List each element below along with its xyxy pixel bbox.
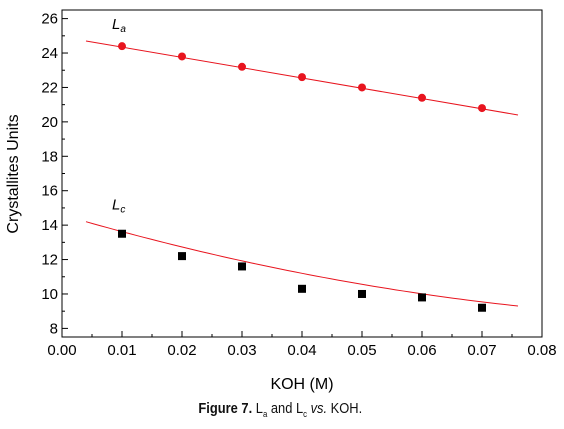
- caption-sub2: c: [303, 409, 308, 419]
- point-Lc: [298, 284, 306, 293]
- y-tick-label: 18: [41, 148, 58, 165]
- point-Lc: [358, 289, 366, 298]
- x-tick-label: 0.03: [227, 342, 256, 359]
- point-La: [238, 62, 246, 71]
- y-tick-label: 8: [50, 320, 58, 337]
- y-tick-label: 26: [41, 11, 58, 28]
- fit-line-Lc: [85, 221, 519, 307]
- x-tick-label: 0.01: [107, 342, 136, 359]
- x-tick-label: 0.07: [467, 342, 496, 359]
- point-La: [478, 104, 486, 113]
- y-tick-label: 20: [41, 114, 58, 131]
- x-tick-label: 0.05: [347, 342, 376, 359]
- data-points: [118, 42, 486, 312]
- x-tick-label: 0.06: [407, 342, 436, 359]
- caption-suffix: KOH.: [330, 400, 363, 417]
- axis-ticks: 0.00 0.01 0.02 0.03 0.04 0.05 0.06 0.07 0.08 8 10 1…: [41, 11, 556, 359]
- x-tick-label: 0.00: [47, 342, 76, 359]
- y-tick-label: 10: [41, 286, 58, 303]
- x-tick-label: 0.02: [167, 342, 196, 359]
- caption-and: and: [270, 400, 293, 417]
- series-label-Lc: Lc: [112, 197, 125, 216]
- figure-caption: Figure 7. La and Lc vs. KOH.: [38, 400, 523, 419]
- caption-vs: vs.: [310, 400, 328, 417]
- caption-l2: L: [295, 400, 304, 417]
- x-axis-label: KOH (M): [270, 376, 333, 393]
- point-La: [358, 83, 366, 92]
- point-La: [178, 52, 186, 61]
- y-tick-label: 12: [41, 252, 58, 269]
- caption-sub1: a: [262, 409, 268, 419]
- point-Lc: [238, 262, 246, 271]
- point-Lc: [178, 252, 186, 261]
- point-La: [298, 73, 306, 82]
- point-Lc: [478, 303, 486, 312]
- y-tick-label: 16: [41, 183, 58, 200]
- point-La: [118, 42, 126, 51]
- point-La: [418, 93, 426, 102]
- x-tick-label: 0.08: [527, 342, 556, 359]
- y-tick-label: 14: [41, 217, 58, 234]
- point-Lc: [418, 293, 426, 302]
- series-label-La: La: [112, 16, 126, 35]
- caption-l1: L: [255, 400, 263, 417]
- x-tick-label: 0.04: [287, 342, 316, 359]
- y-tick-label: 24: [41, 45, 58, 62]
- point-Lc: [118, 229, 126, 238]
- y-axis-label: Crystallites Units: [5, 114, 22, 233]
- y-tick-label: 22: [41, 79, 58, 96]
- caption-prefix: Figure 7.: [198, 400, 253, 417]
